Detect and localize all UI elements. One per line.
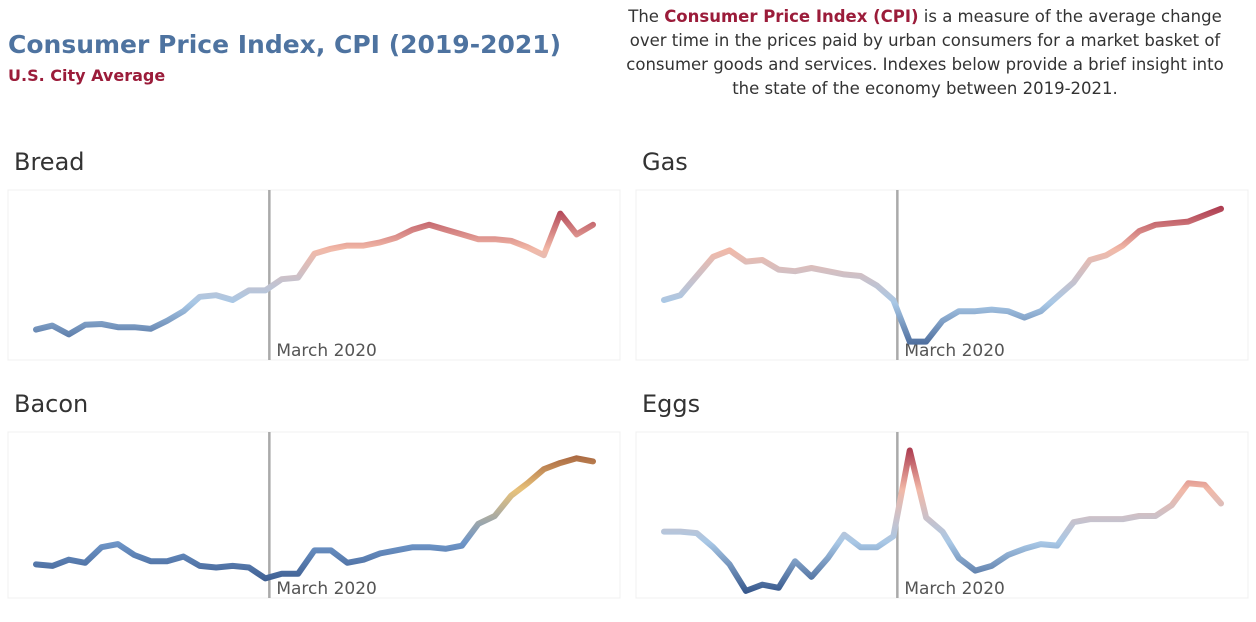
chart-title: Bacon (14, 390, 88, 418)
event-label: March 2020 (904, 579, 1005, 599)
line (33, 455, 596, 582)
event-label: March 2020 (904, 341, 1005, 361)
panel (7, 189, 621, 361)
line (661, 447, 1224, 594)
description-text: is a measure of the average change over … (626, 7, 1224, 98)
panel (7, 431, 621, 599)
event-label: March 2020 (276, 579, 377, 599)
page-subtitle: U.S. City Average (8, 66, 166, 85)
line (661, 205, 1224, 345)
event-label: March 2020 (276, 341, 377, 361)
description-text: The (628, 7, 659, 26)
panel (635, 189, 1249, 361)
chart-title: Eggs (642, 390, 700, 418)
panel (635, 431, 1249, 599)
description: The Consumer Price Index (CPI) is a meas… (618, 5, 1232, 101)
chart-title: Bread (14, 148, 85, 176)
description-highlight: Consumer Price Index (CPI) (664, 7, 919, 26)
line (33, 210, 596, 338)
chart-title: Gas (642, 148, 688, 176)
page-title: Consumer Price Index, CPI (2019-2021) (8, 30, 562, 59)
